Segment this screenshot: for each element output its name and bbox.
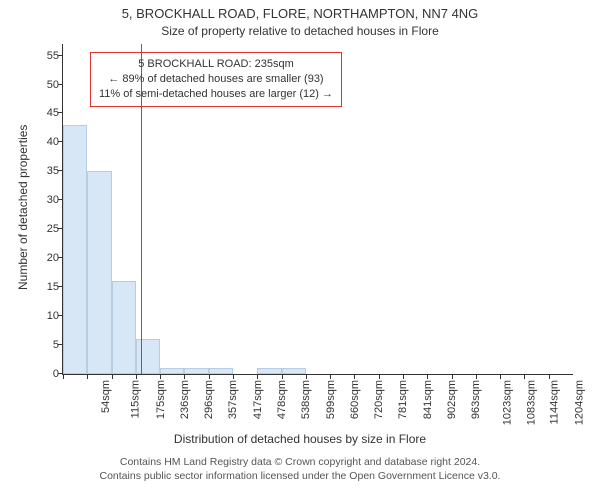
y-tick-label: 25 bbox=[47, 223, 63, 235]
y-tick-mark bbox=[58, 112, 63, 113]
x-tick-label: 417sqm bbox=[252, 380, 264, 419]
x-tick-label: 1144sqm bbox=[549, 380, 561, 424]
x-tick-label: 841sqm bbox=[422, 380, 434, 419]
y-tick-label: 45 bbox=[47, 107, 63, 119]
x-tick-label: 1023sqm bbox=[501, 380, 513, 425]
histogram-bar bbox=[257, 368, 281, 374]
x-tick-mark bbox=[403, 374, 404, 379]
y-tick-label: 35 bbox=[47, 165, 63, 177]
x-tick-label: 296sqm bbox=[203, 380, 215, 419]
x-tick-label: 357sqm bbox=[228, 380, 240, 419]
x-tick-label: 963sqm bbox=[470, 380, 482, 419]
page-title-line1: 5, BROCKHALL ROAD, FLORE, NORTHAMPTON, N… bbox=[0, 6, 600, 21]
y-axis-label: Number of detached properties bbox=[16, 125, 30, 290]
y-tick-mark bbox=[58, 55, 63, 56]
x-tick-label: 660sqm bbox=[349, 380, 361, 419]
y-tick-label: 55 bbox=[47, 50, 63, 62]
histogram-bar bbox=[160, 368, 184, 374]
histogram-bar bbox=[209, 368, 233, 374]
x-tick-label: 781sqm bbox=[398, 380, 410, 419]
x-tick-mark bbox=[427, 374, 428, 379]
x-tick-mark bbox=[184, 374, 185, 379]
annotation-line2: ← 89% of detached houses are smaller (93… bbox=[99, 72, 333, 87]
x-tick-mark bbox=[233, 374, 234, 379]
x-tick-label: 902sqm bbox=[446, 380, 458, 419]
x-tick-mark bbox=[112, 374, 113, 379]
annotation-line3: 11% of semi-detached houses are larger (… bbox=[99, 87, 333, 102]
x-tick-mark bbox=[306, 374, 307, 379]
histogram-bar bbox=[184, 368, 208, 374]
y-tick-label: 50 bbox=[47, 79, 63, 91]
x-tick-label: 236sqm bbox=[179, 380, 191, 419]
x-tick-mark bbox=[282, 374, 283, 379]
x-tick-mark bbox=[379, 374, 380, 379]
x-tick-label: 1204sqm bbox=[574, 380, 586, 425]
x-tick-mark bbox=[209, 374, 210, 379]
y-tick-label: 10 bbox=[47, 310, 63, 322]
histogram-bar bbox=[63, 125, 87, 374]
y-tick-label: 0 bbox=[53, 368, 63, 380]
x-tick-mark bbox=[160, 374, 161, 379]
x-tick-label: 175sqm bbox=[155, 380, 167, 419]
attribution-line2: Contains public sector information licen… bbox=[0, 470, 600, 484]
y-tick-label: 40 bbox=[47, 136, 63, 148]
histogram-bar bbox=[87, 171, 111, 374]
x-tick-mark bbox=[549, 374, 550, 379]
y-tick-label: 20 bbox=[47, 252, 63, 264]
x-tick-label: 1083sqm bbox=[525, 380, 537, 425]
x-tick-mark bbox=[524, 374, 525, 379]
x-tick-label: 538sqm bbox=[300, 380, 312, 419]
x-tick-mark bbox=[330, 374, 331, 379]
x-tick-mark bbox=[354, 374, 355, 379]
x-tick-mark bbox=[63, 374, 64, 379]
y-tick-label: 15 bbox=[47, 281, 63, 293]
attribution-line1: Contains HM Land Registry data © Crown c… bbox=[0, 456, 600, 470]
annotation-box: 5 BROCKHALL ROAD: 235sqm ← 89% of detach… bbox=[90, 52, 342, 107]
histogram-bar bbox=[136, 339, 160, 374]
histogram-bar bbox=[282, 368, 306, 374]
annotation-line1: 5 BROCKHALL ROAD: 235sqm bbox=[99, 57, 333, 72]
x-tick-mark bbox=[87, 374, 88, 379]
x-tick-label: 599sqm bbox=[325, 380, 337, 419]
x-tick-label: 478sqm bbox=[276, 380, 288, 419]
x-tick-mark bbox=[257, 374, 258, 379]
attribution: Contains HM Land Registry data © Crown c… bbox=[0, 456, 600, 483]
y-tick-label: 30 bbox=[47, 194, 63, 206]
histogram-bar bbox=[112, 281, 136, 374]
y-tick-mark bbox=[58, 84, 63, 85]
x-tick-mark bbox=[136, 374, 137, 379]
x-tick-mark bbox=[500, 374, 501, 379]
y-tick-label: 5 bbox=[53, 339, 63, 351]
x-tick-label: 115sqm bbox=[130, 380, 142, 418]
x-tick-label: 720sqm bbox=[373, 380, 385, 419]
page-title-line2: Size of property relative to detached ho… bbox=[0, 24, 600, 38]
x-tick-label: 54sqm bbox=[100, 380, 112, 413]
x-tick-mark bbox=[452, 374, 453, 379]
x-tick-mark bbox=[476, 374, 477, 379]
x-axis-label: Distribution of detached houses by size … bbox=[0, 432, 600, 446]
